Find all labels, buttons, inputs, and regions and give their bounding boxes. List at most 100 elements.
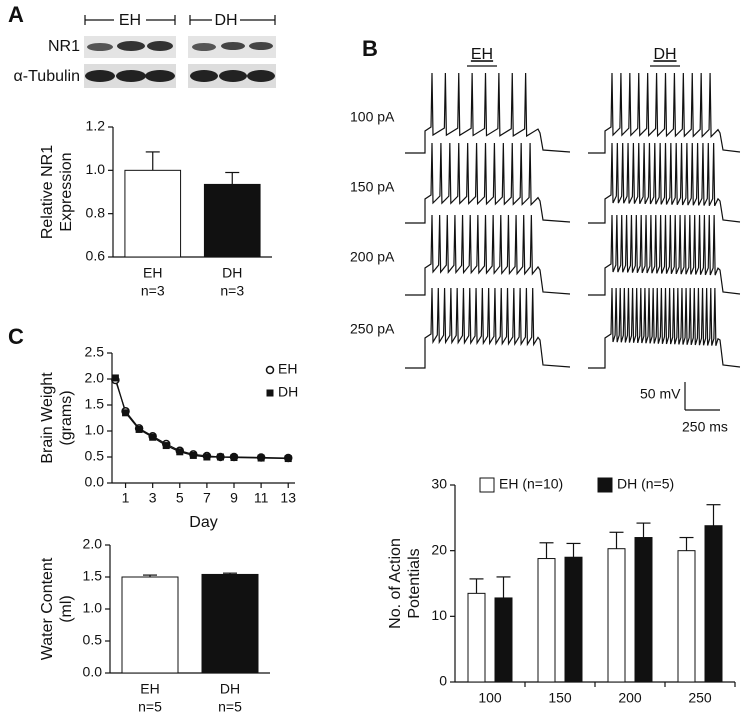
marker xyxy=(189,451,197,459)
marker xyxy=(216,453,224,461)
marker xyxy=(284,455,292,463)
bar xyxy=(121,576,179,674)
y-tick-label: 2.5 xyxy=(85,344,105,360)
marker xyxy=(162,442,170,450)
marker xyxy=(176,448,184,456)
blot-group: EH xyxy=(119,12,141,29)
x-tick-label: 250 xyxy=(688,690,712,706)
trace xyxy=(405,142,571,224)
bar xyxy=(564,556,583,683)
x-sub-label: n=5 xyxy=(138,699,162,714)
y-axis-label: Water Content xyxy=(39,557,56,660)
bar xyxy=(607,548,626,683)
x-tick-label: 13 xyxy=(280,490,296,506)
bar xyxy=(494,597,513,683)
y-tick-label: 0.8 xyxy=(86,204,106,220)
y-tick-label: 1.0 xyxy=(85,422,105,438)
bar xyxy=(677,550,696,683)
x-sub-label: n=5 xyxy=(218,699,242,714)
y-tick-label: 30 xyxy=(431,476,447,492)
blot-row: NR1 xyxy=(48,38,80,55)
marker xyxy=(135,425,143,433)
scale-label: 50 mV xyxy=(640,386,681,402)
x-tick-label: 150 xyxy=(548,690,572,706)
current-label: 200 pA xyxy=(350,249,395,265)
bar xyxy=(537,558,556,683)
x-sub-label: n=3 xyxy=(220,283,244,299)
y-axis-label: Potentials xyxy=(406,548,423,618)
legend-marker xyxy=(266,389,274,397)
marker xyxy=(230,454,238,462)
y-tick-label: 1.2 xyxy=(86,118,106,134)
y-tick-label: 1.5 xyxy=(85,396,105,412)
legend-label: DH (n=5) xyxy=(617,476,674,492)
x-tick-label: EH xyxy=(143,265,162,281)
y-tick-label: 10 xyxy=(431,607,447,623)
trace xyxy=(405,72,571,154)
bar xyxy=(124,169,182,258)
x-tick-label: 200 xyxy=(618,690,642,706)
y-axis-label: (grams) xyxy=(58,390,75,445)
y-tick-label: 2.0 xyxy=(83,536,103,552)
y-tick-label: 1.0 xyxy=(86,161,106,177)
legend-label: EH (n=10) xyxy=(499,476,563,492)
marker xyxy=(203,453,211,461)
y-tick-label: 0.5 xyxy=(85,448,105,464)
line xyxy=(114,379,289,459)
y-tick-label: 0.5 xyxy=(83,632,103,648)
x-tick-label: 100 xyxy=(478,690,502,706)
trace xyxy=(588,72,741,154)
marker xyxy=(257,454,265,462)
traces xyxy=(405,72,741,369)
trace xyxy=(588,214,741,296)
y-axis-label: No. of Action xyxy=(387,538,404,629)
x-tick-label: 5 xyxy=(176,490,184,506)
x-axis-label: Day xyxy=(189,514,217,531)
line xyxy=(114,377,289,460)
bar xyxy=(634,537,653,683)
legend-marker xyxy=(265,365,275,375)
bar xyxy=(203,183,261,258)
y-tick-label: 1.5 xyxy=(83,568,103,584)
y-tick-label: 2.0 xyxy=(85,370,105,386)
bar xyxy=(201,573,259,674)
bar xyxy=(704,525,723,683)
x-tick-label: DH xyxy=(222,265,242,281)
y-tick-label: 1.0 xyxy=(83,600,103,616)
y-tick-label: 0.6 xyxy=(86,248,106,264)
bar xyxy=(467,592,486,683)
marker xyxy=(111,374,119,382)
legend-swatch xyxy=(479,477,495,493)
x-tick-label: EH xyxy=(140,681,159,697)
y-axis-label: Relative NR1 xyxy=(39,145,56,239)
x-tick-label: 7 xyxy=(203,490,211,506)
panel-label: B xyxy=(362,36,378,61)
x-tick-label: DH xyxy=(220,681,240,697)
y-tick-label: 20 xyxy=(431,541,447,557)
panel-label: C xyxy=(8,324,24,349)
panel-label: A xyxy=(8,2,24,27)
current-label: 100 pA xyxy=(350,109,395,125)
marker xyxy=(149,433,157,441)
y-axis-label: Brain Weight xyxy=(39,372,56,464)
trace xyxy=(405,287,571,369)
scale-label: 250 ms xyxy=(682,419,728,435)
x-tick-label: 3 xyxy=(149,490,157,506)
y-tick-label: 0.0 xyxy=(83,664,103,680)
blot-group: DH xyxy=(214,12,237,29)
legend-swatch xyxy=(597,477,613,493)
legend-label: EH xyxy=(278,361,297,377)
y-tick-label: 0.0 xyxy=(85,474,105,490)
x-sub-label: n=3 xyxy=(141,283,165,299)
y-axis-label: (ml) xyxy=(58,595,75,623)
current-label: 150 pA xyxy=(350,179,395,195)
x-tick-label: 9 xyxy=(230,490,238,506)
x-tick-label: 11 xyxy=(254,490,269,506)
y-axis-label: Expression xyxy=(58,152,75,231)
blot: EH DH NR1 α-Tubulin xyxy=(14,12,276,88)
legend-label: DH xyxy=(278,384,298,400)
blot-row: α-Tubulin xyxy=(14,68,80,85)
current-label: 250 pA xyxy=(350,321,395,337)
